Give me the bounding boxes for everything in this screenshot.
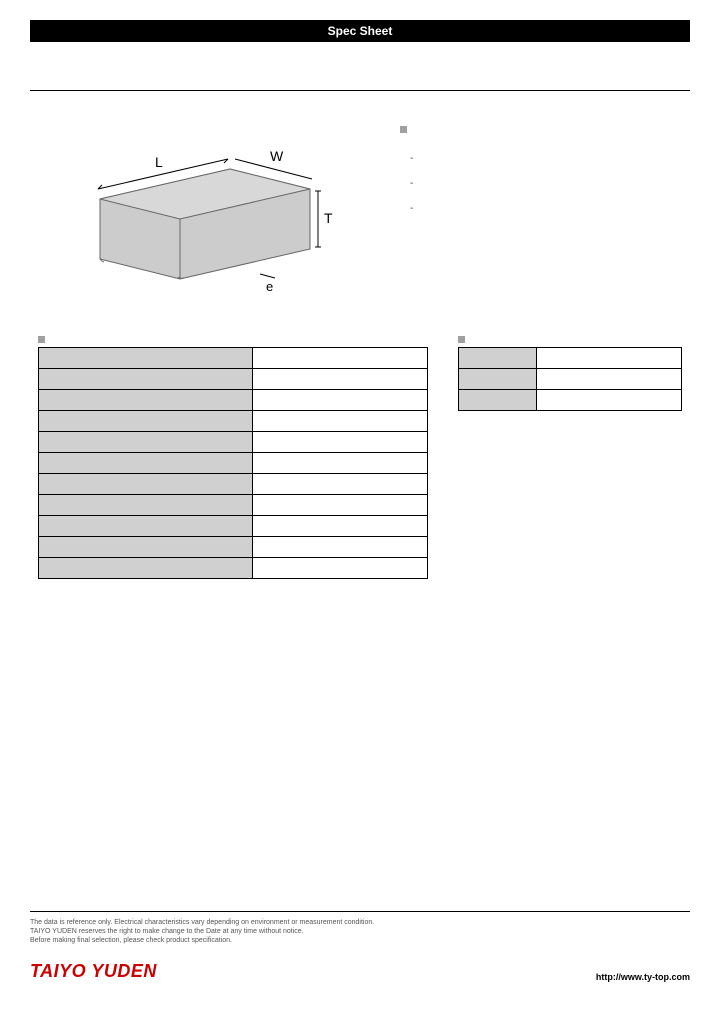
spec-value-cell [252, 369, 427, 390]
spec-value-cell [252, 432, 427, 453]
table-row [459, 369, 682, 390]
spec-value-cell [252, 411, 427, 432]
spec-value-cell [252, 453, 427, 474]
spec-label-cell [39, 411, 253, 432]
disclaimer-line: Before making final selection, please ch… [30, 936, 690, 945]
chip-svg: L W T e [60, 119, 340, 299]
spec-label-cell [39, 495, 253, 516]
top-section: L W T e - - - [30, 119, 690, 304]
spec-label-cell [39, 474, 253, 495]
page-container: Spec Sheet L W [0, 0, 720, 1012]
spec-value-cell [252, 474, 427, 495]
spec-label-cell [39, 348, 253, 369]
table-row [39, 453, 428, 474]
spec-value-cell [252, 495, 427, 516]
table-row [39, 474, 428, 495]
label-L: L [155, 154, 163, 170]
table-row [39, 432, 428, 453]
spec-table-heading [38, 334, 428, 344]
table-row [39, 390, 428, 411]
label-W: W [270, 148, 284, 164]
page-title: Spec Sheet [328, 24, 393, 38]
side-value-cell [537, 369, 682, 390]
label-T: T [324, 210, 333, 226]
spec-label-cell [39, 453, 253, 474]
table-row [39, 495, 428, 516]
spec-label-cell [39, 537, 253, 558]
spec-label-cell [39, 558, 253, 579]
dash-item: - [410, 203, 660, 214]
spec-value-cell [252, 348, 427, 369]
company-url[interactable]: http://www.ty-top.com [596, 972, 690, 982]
spec-label-cell [39, 369, 253, 390]
bullet-heading [400, 121, 660, 139]
footer: The data is reference only. Electrical c… [30, 911, 690, 982]
label-e: e [266, 279, 273, 294]
side-value-cell [537, 348, 682, 369]
table-row [39, 537, 428, 558]
spacer [30, 91, 690, 119]
square-bullet-icon [400, 126, 407, 133]
spec-label-cell [39, 516, 253, 537]
disclaimer: The data is reference only. Electrical c… [30, 918, 690, 945]
bullets-column: - - - [400, 119, 660, 304]
side-table-container [458, 334, 682, 579]
square-bullet-icon [458, 336, 465, 343]
spec-value-cell [252, 390, 427, 411]
table-row [39, 558, 428, 579]
side-label-cell [459, 369, 537, 390]
brand-row: TAIYO YUDEN http://www.ty-top.com [30, 961, 690, 982]
table-row [459, 390, 682, 411]
dash-item: - [410, 153, 660, 164]
table-row [39, 411, 428, 432]
spec-label-cell [39, 432, 253, 453]
title-bar: Spec Sheet [30, 20, 690, 42]
spec-value-cell [252, 516, 427, 537]
spec-table [38, 347, 428, 579]
side-label-cell [459, 390, 537, 411]
spec-table-container [38, 334, 428, 579]
square-bullet-icon [38, 336, 45, 343]
table-row [39, 369, 428, 390]
side-label-cell [459, 348, 537, 369]
disclaimer-line: The data is reference only. Electrical c… [30, 918, 690, 927]
tables-row [30, 334, 690, 579]
spec-value-cell [252, 537, 427, 558]
dash-item: - [410, 178, 660, 189]
component-diagram: L W T e [60, 119, 360, 304]
spec-label-cell [39, 390, 253, 411]
disclaimer-line: TAIYO YUDEN reserves the right to make c… [30, 927, 690, 936]
side-table [458, 347, 682, 411]
table-row [39, 348, 428, 369]
table-row [459, 348, 682, 369]
spec-value-cell [252, 558, 427, 579]
spacer-top [30, 42, 690, 90]
divider-bottom [30, 911, 690, 912]
brand-logo: TAIYO YUDEN [30, 961, 157, 982]
table-row [39, 516, 428, 537]
side-value-cell [537, 390, 682, 411]
side-table-heading [458, 334, 682, 344]
